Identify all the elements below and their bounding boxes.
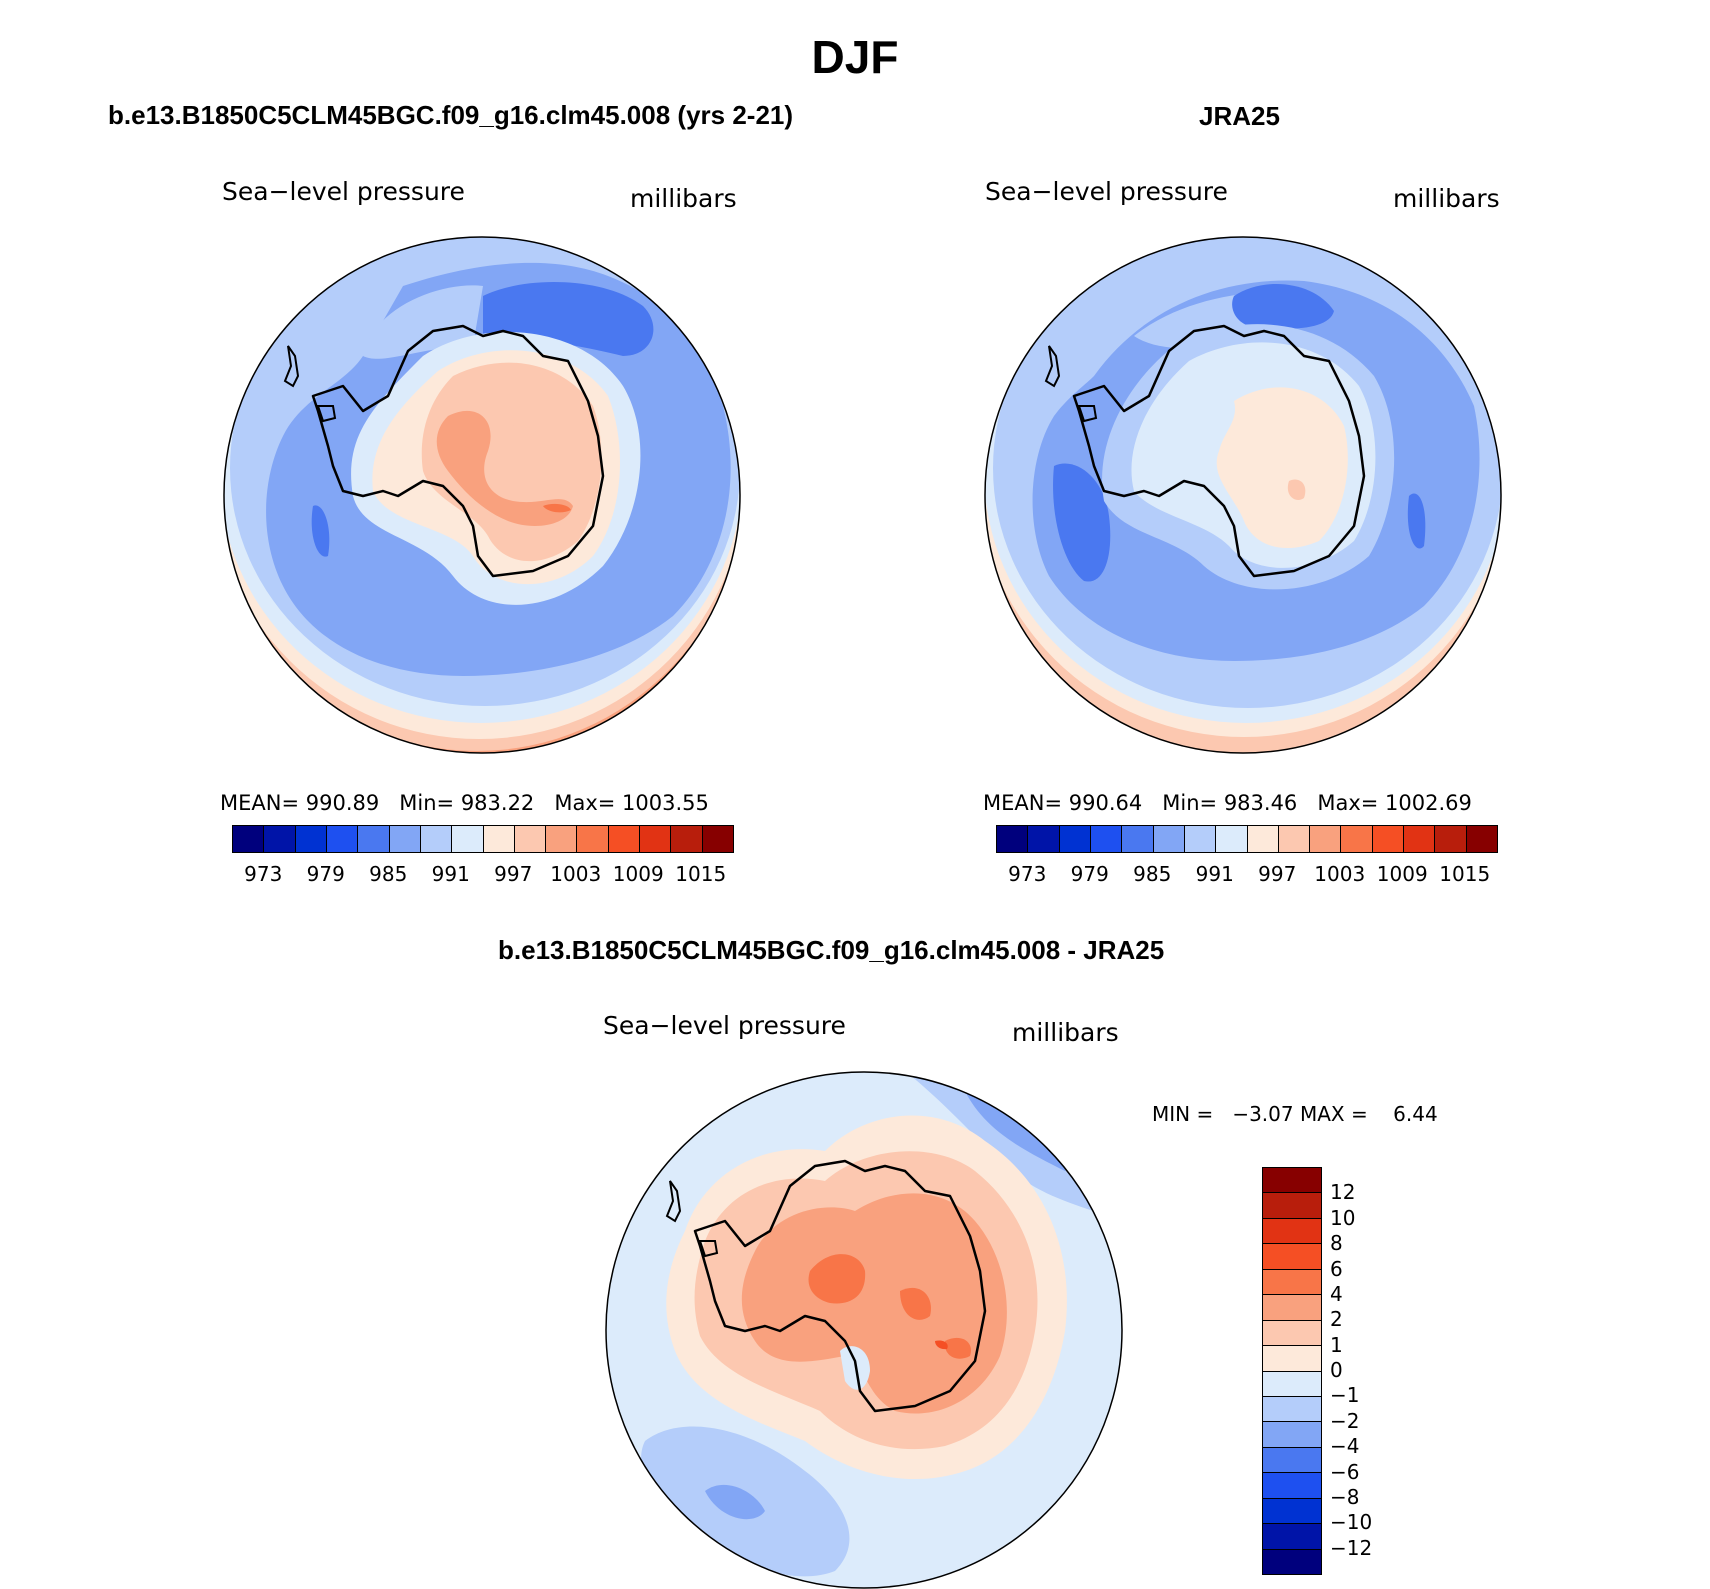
diff-colorbar-swatch	[1263, 1346, 1321, 1372]
model-variable-label: Sea−level pressure	[222, 177, 465, 206]
diff-colorbar-swatch	[1263, 1498, 1321, 1525]
diff-colorbar-tick-label: 10	[1330, 1205, 1356, 1230]
diff-colorbar-tick-label: 0	[1330, 1358, 1343, 1382]
diff-stats: MIN = −3.07 MAX = 6.44	[1152, 1102, 1438, 1126]
diff-panel-title: b.e13.B1850C5CLM45BGC.f09_g16.clm45.008 …	[498, 935, 1165, 965]
obs-colorbar-swatch	[1184, 826, 1217, 852]
model-colorbar-swatch	[671, 826, 703, 852]
obs-units-label: millibars	[1393, 184, 1500, 213]
obs-polar-map	[984, 236, 1502, 754]
obs-colorbar-swatch	[1059, 826, 1091, 852]
diff-units-label: millibars	[1012, 1018, 1119, 1047]
model-colorbar-swatch	[546, 826, 578, 852]
diff-colorbar-tick-label: −10	[1330, 1510, 1373, 1535]
model-polar-map	[223, 236, 741, 754]
diff-colorbar-swatch	[1263, 1193, 1321, 1219]
model-colorbar-swatch	[358, 826, 390, 852]
obs-colorbar-swatch	[1153, 826, 1185, 852]
model-colorbar-swatch	[640, 826, 672, 852]
diff-polar-map	[605, 1071, 1123, 1589]
obs-colorbar-swatch	[1278, 826, 1311, 852]
diff-colorbar-tick-label: −1	[1330, 1383, 1360, 1408]
model-colorbar-tick-label: 973	[244, 862, 283, 886]
model-colorbar-swatch	[608, 826, 641, 852]
model-colorbar-tick-label: 991	[431, 862, 470, 886]
diff-colorbar-tick-label: −2	[1330, 1408, 1360, 1433]
model-colorbar-tick-label: 1015	[675, 862, 727, 886]
obs-colorbar	[996, 825, 1498, 853]
diff-colorbar-swatch	[1263, 1422, 1321, 1448]
model-colorbar-tick-label: 997	[494, 862, 533, 886]
obs-colorbar-swatch	[1122, 826, 1154, 852]
obs-colorbar-swatch	[1090, 826, 1123, 852]
diff-colorbar-swatch	[1263, 1447, 1321, 1474]
diff-colorbar	[1262, 1167, 1322, 1575]
obs-colorbar-tick-label: 979	[1070, 862, 1109, 886]
obs-colorbar-swatch	[1466, 826, 1497, 852]
model-colorbar-swatch	[264, 826, 296, 852]
obs-colorbar-swatch	[1247, 826, 1279, 852]
diff-colorbar-tick-label: −8	[1330, 1484, 1360, 1509]
obs-colorbar-swatch	[1341, 826, 1373, 852]
diff-colorbar-tick-label: −6	[1330, 1459, 1360, 1484]
diff-colorbar-swatch	[1263, 1218, 1321, 1245]
obs-variable-label: Sea−level pressure	[985, 177, 1228, 206]
model-colorbar-tick-label: 1009	[612, 862, 664, 886]
model-units-label: millibars	[630, 184, 737, 213]
diff-colorbar-swatch	[1263, 1396, 1321, 1423]
diff-colorbar-tick-label: 6	[1330, 1256, 1343, 1281]
model-colorbar-swatch	[326, 826, 359, 852]
model-stats: MEAN= 990.89 Min= 983.22 Max= 1003.55	[220, 791, 709, 815]
obs-colorbar-swatch	[1028, 826, 1060, 852]
obs-colorbar-swatch	[1310, 826, 1342, 852]
diff-colorbar-tick-label: 2	[1330, 1307, 1343, 1332]
diff-colorbar-tick-label: −12	[1330, 1535, 1373, 1560]
diff-colorbar-tick-label: 12	[1330, 1180, 1356, 1205]
obs-colorbar-swatch	[1435, 826, 1467, 852]
model-colorbar-swatch	[295, 826, 327, 852]
model-colorbar-swatch	[233, 826, 265, 852]
obs-colorbar-tick-label: 1009	[1376, 862, 1428, 886]
diff-colorbar-swatch	[1263, 1320, 1321, 1347]
diff-variable-label: Sea−level pressure	[603, 1011, 846, 1040]
model-colorbar-swatch	[514, 826, 547, 852]
obs-colorbar-tick-label: 991	[1195, 862, 1234, 886]
model-colorbar-swatch	[702, 826, 733, 852]
obs-colorbar-swatch	[1404, 826, 1436, 852]
obs-colorbar-tick-label: 985	[1133, 862, 1172, 886]
figure-title: DJF	[811, 31, 899, 83]
model-colorbar-tick-label: 985	[369, 862, 408, 886]
diff-colorbar-swatch	[1263, 1371, 1321, 1397]
obs-colorbar-swatch	[1372, 826, 1405, 852]
obs-colorbar-tick-label: 973	[1008, 862, 1047, 886]
diff-colorbar-tick-label: 4	[1330, 1281, 1343, 1306]
diff-colorbar-swatch	[1263, 1269, 1321, 1296]
diff-colorbar-swatch	[1263, 1549, 1321, 1574]
diff-colorbar-tick-label: 8	[1330, 1231, 1343, 1256]
diff-colorbar-swatch	[1263, 1473, 1321, 1499]
obs-colorbar-swatch	[1216, 826, 1248, 852]
obs-colorbar-tick-label: 1003	[1314, 862, 1366, 886]
model-colorbar-tick-label: 979	[306, 862, 345, 886]
obs-stats: MEAN= 990.64 Min= 983.46 Max= 1002.69	[983, 791, 1472, 815]
obs-colorbar-swatch	[997, 826, 1029, 852]
obs-colorbar-tick-label: 1015	[1439, 862, 1491, 886]
model-colorbar-swatch	[420, 826, 453, 852]
model-panel-title: b.e13.B1850C5CLM45BGC.f09_g16.clm45.008 …	[108, 100, 794, 130]
model-colorbar-tick-label: 1003	[550, 862, 602, 886]
model-colorbar-swatch	[577, 826, 609, 852]
model-colorbar-swatch	[452, 826, 484, 852]
diff-colorbar-swatch	[1263, 1244, 1321, 1270]
obs-colorbar-tick-label: 997	[1258, 862, 1297, 886]
obs-panel-title: JRA25	[1199, 101, 1280, 131]
diff-colorbar-swatch	[1263, 1168, 1321, 1194]
diff-colorbar-swatch	[1263, 1295, 1321, 1321]
diff-colorbar-tick-label: 1	[1330, 1332, 1343, 1357]
diff-colorbar-swatch	[1263, 1524, 1321, 1550]
model-colorbar-swatch	[389, 826, 421, 852]
model-colorbar-swatch	[483, 826, 515, 852]
diff-colorbar-tick-label: −4	[1330, 1434, 1360, 1459]
model-colorbar	[232, 825, 734, 853]
